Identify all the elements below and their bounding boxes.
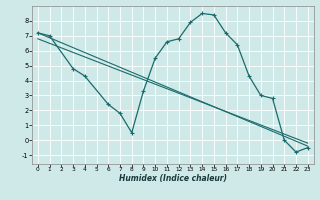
- X-axis label: Humidex (Indice chaleur): Humidex (Indice chaleur): [119, 174, 227, 183]
